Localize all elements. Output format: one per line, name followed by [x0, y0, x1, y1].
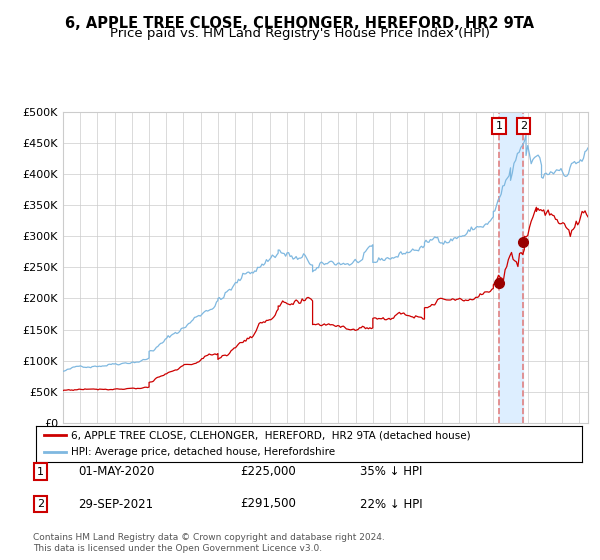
- Text: £291,500: £291,500: [240, 497, 296, 511]
- Text: 29-SEP-2021: 29-SEP-2021: [78, 497, 153, 511]
- Text: 6, APPLE TREE CLOSE, CLEHONGER,  HEREFORD,  HR2 9TA (detached house): 6, APPLE TREE CLOSE, CLEHONGER, HEREFORD…: [71, 431, 471, 440]
- Text: 22% ↓ HPI: 22% ↓ HPI: [360, 497, 422, 511]
- Text: 2: 2: [520, 121, 527, 131]
- Text: £225,000: £225,000: [240, 465, 296, 478]
- Text: 35% ↓ HPI: 35% ↓ HPI: [360, 465, 422, 478]
- Bar: [499, 112, 523, 423]
- Text: Contains HM Land Registry data © Crown copyright and database right 2024.
This d: Contains HM Land Registry data © Crown c…: [33, 533, 385, 553]
- Text: 1: 1: [37, 466, 44, 477]
- Text: Price paid vs. HM Land Registry's House Price Index (HPI): Price paid vs. HM Land Registry's House …: [110, 27, 490, 40]
- Text: HPI: Average price, detached house, Herefordshire: HPI: Average price, detached house, Here…: [71, 447, 335, 457]
- Text: 6, APPLE TREE CLOSE, CLEHONGER, HEREFORD, HR2 9TA: 6, APPLE TREE CLOSE, CLEHONGER, HEREFORD…: [65, 16, 535, 31]
- Text: 2: 2: [37, 499, 44, 509]
- Text: 01-MAY-2020: 01-MAY-2020: [78, 465, 154, 478]
- Text: 1: 1: [496, 121, 503, 131]
